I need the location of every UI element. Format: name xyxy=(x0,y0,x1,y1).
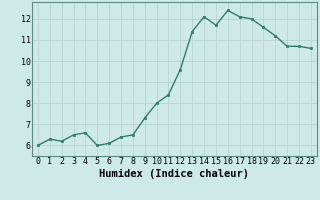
X-axis label: Humidex (Indice chaleur): Humidex (Indice chaleur) xyxy=(100,169,249,179)
